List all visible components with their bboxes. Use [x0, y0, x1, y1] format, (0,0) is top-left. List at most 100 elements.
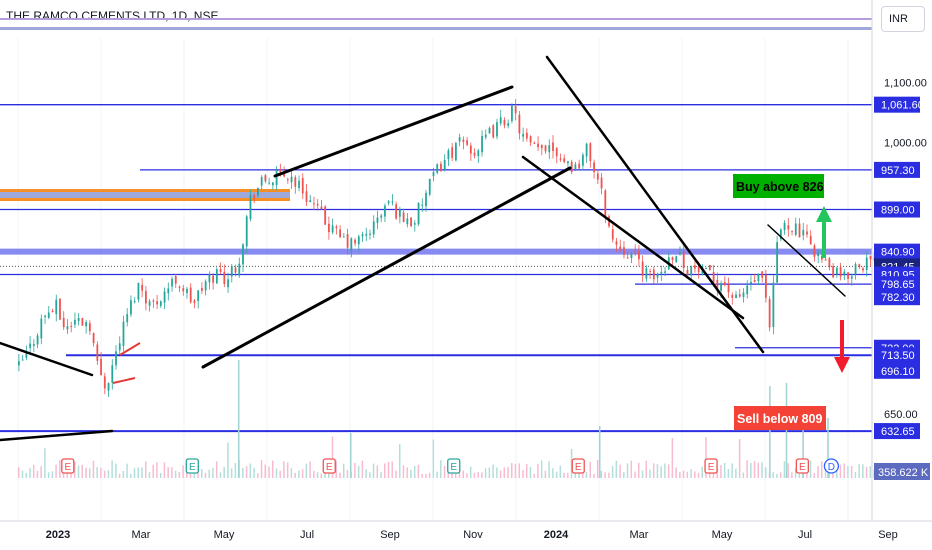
price-tag-label: 696.10	[881, 366, 915, 378]
candle-body	[469, 145, 472, 154]
volume-bar	[656, 464, 659, 478]
volume-bar	[372, 463, 375, 478]
volume-bar	[301, 469, 304, 478]
candle-body	[850, 276, 853, 279]
up-arrow-head	[816, 206, 832, 222]
candle-body	[428, 179, 431, 195]
volume-bar	[436, 471, 438, 478]
candle-body	[66, 326, 69, 330]
candle-body	[593, 162, 595, 173]
candle-body	[682, 251, 685, 268]
volume-bar	[144, 461, 147, 478]
candle-body	[70, 325, 73, 327]
candle-body	[167, 288, 170, 294]
volume-bar	[821, 461, 823, 478]
candle-body	[854, 263, 857, 275]
volume-bar	[376, 465, 379, 478]
x-tick-label: May	[214, 529, 235, 541]
event-marker-label: E	[189, 462, 196, 473]
volume-bar	[738, 439, 741, 478]
candle-body	[499, 117, 502, 124]
price-levels	[0, 104, 872, 433]
candle-body	[596, 173, 599, 180]
candle-body	[171, 278, 173, 287]
volume-bar	[447, 469, 450, 478]
candle-body	[821, 255, 823, 260]
volume-bar	[100, 467, 102, 478]
price-tag	[874, 243, 920, 260]
candle-body	[466, 140, 468, 145]
candle-body	[354, 239, 356, 244]
candle-body	[742, 292, 745, 298]
candle-body	[122, 321, 125, 346]
volume-bar	[753, 461, 756, 478]
volume-bar	[600, 470, 603, 478]
candle-body	[271, 182, 274, 186]
candle-body	[750, 281, 752, 284]
candle-body	[286, 179, 289, 181]
candle-body	[832, 266, 835, 278]
volume-bar	[59, 460, 61, 478]
zones	[0, 189, 290, 201]
volume-bar	[503, 467, 506, 478]
price-tag-label: 713.50	[881, 350, 915, 362]
candle-body	[55, 299, 58, 315]
volume-bar	[275, 468, 278, 478]
volume-bar	[746, 460, 748, 478]
volume-bar	[320, 473, 323, 478]
volume-bar	[313, 470, 315, 478]
trendline	[521, 155, 745, 320]
volume-bar	[249, 463, 252, 478]
candle-body	[623, 247, 625, 255]
volume-bar	[865, 466, 868, 478]
candle-body	[189, 287, 192, 303]
candle-body	[869, 255, 872, 260]
volume-bar	[772, 472, 774, 478]
volume-bar	[126, 463, 128, 478]
volume-bar	[51, 471, 54, 478]
candle-body	[107, 383, 110, 391]
annotations: Buy above 826 Sell below 809	[733, 174, 850, 430]
volume-bar	[578, 470, 580, 478]
candle-body	[570, 161, 573, 173]
candle-body	[152, 300, 155, 302]
volume-bar	[679, 471, 681, 478]
candle-body	[25, 350, 28, 358]
candle-body	[227, 279, 229, 288]
candle-body	[148, 301, 151, 306]
volume-bar	[832, 472, 834, 478]
candle-body	[656, 273, 659, 278]
candle-body	[384, 205, 386, 217]
candle-body	[163, 291, 166, 303]
candle-body	[238, 263, 241, 276]
volume-bar	[219, 472, 222, 478]
volume-bar	[137, 467, 140, 478]
volume-bar	[339, 472, 341, 478]
candle-body	[301, 177, 304, 194]
candle-body	[477, 150, 480, 156]
candle-body	[62, 317, 65, 328]
volume-bar	[731, 463, 733, 478]
candle-body	[798, 223, 801, 238]
candle-body	[395, 204, 398, 219]
candle-body	[533, 142, 536, 144]
candle-body	[496, 122, 498, 137]
candle-body	[316, 204, 319, 206]
volume-bar	[507, 467, 509, 478]
currency-selector[interactable]: INR	[881, 6, 925, 32]
earnings-marker	[704, 458, 718, 474]
candle-body	[257, 187, 259, 196]
candle-body	[51, 310, 54, 313]
candle-body	[671, 257, 674, 261]
candle-body	[141, 284, 144, 291]
candle-body	[481, 135, 483, 153]
candle-body	[212, 275, 215, 283]
volume-bar	[380, 472, 382, 478]
supply-zone-inner	[0, 192, 290, 198]
volume-bar	[488, 467, 491, 478]
volume-bar	[827, 418, 829, 478]
candle-body	[518, 114, 521, 134]
candle-body	[641, 261, 644, 276]
volume-bar	[115, 463, 117, 478]
